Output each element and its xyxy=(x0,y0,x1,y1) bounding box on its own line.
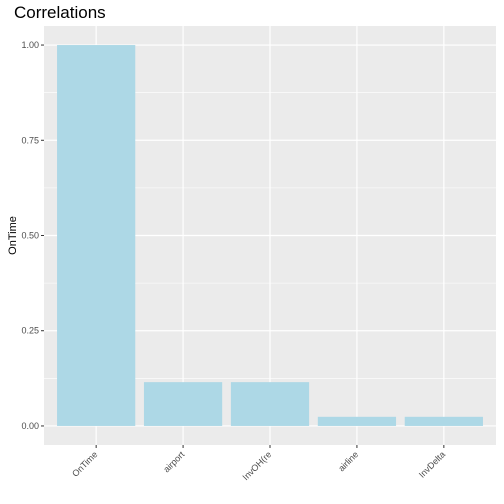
y-tick-label: 0.50 xyxy=(21,231,39,241)
y-tick-label: 1.00 xyxy=(21,40,39,50)
x-axis: OnTime airport InvOH(re airline InvDelta xyxy=(70,445,447,482)
x-tick-label: InvOH(re xyxy=(241,449,274,482)
y-tick-label: 0.00 xyxy=(21,421,39,431)
y-tick-label: 0.75 xyxy=(21,135,39,145)
bar-airport xyxy=(143,382,223,426)
bar-ontime xyxy=(57,45,136,426)
bars xyxy=(57,45,483,426)
y-tick-label: 0.25 xyxy=(21,326,39,336)
y-axis: 0.00 0.25 0.50 0.75 1.00 xyxy=(21,40,44,431)
x-tick-label: airport xyxy=(161,449,186,474)
x-tick-label: OnTime xyxy=(70,449,99,478)
x-tick-label: airline xyxy=(336,449,360,473)
chart-title: Correlations xyxy=(14,3,106,22)
y-axis-title: OnTime xyxy=(7,216,19,255)
x-tick-label: InvDelta xyxy=(417,449,447,479)
bar-airline xyxy=(317,416,397,426)
bar-invoh(re xyxy=(230,382,310,426)
bar-invdelta xyxy=(404,416,483,426)
